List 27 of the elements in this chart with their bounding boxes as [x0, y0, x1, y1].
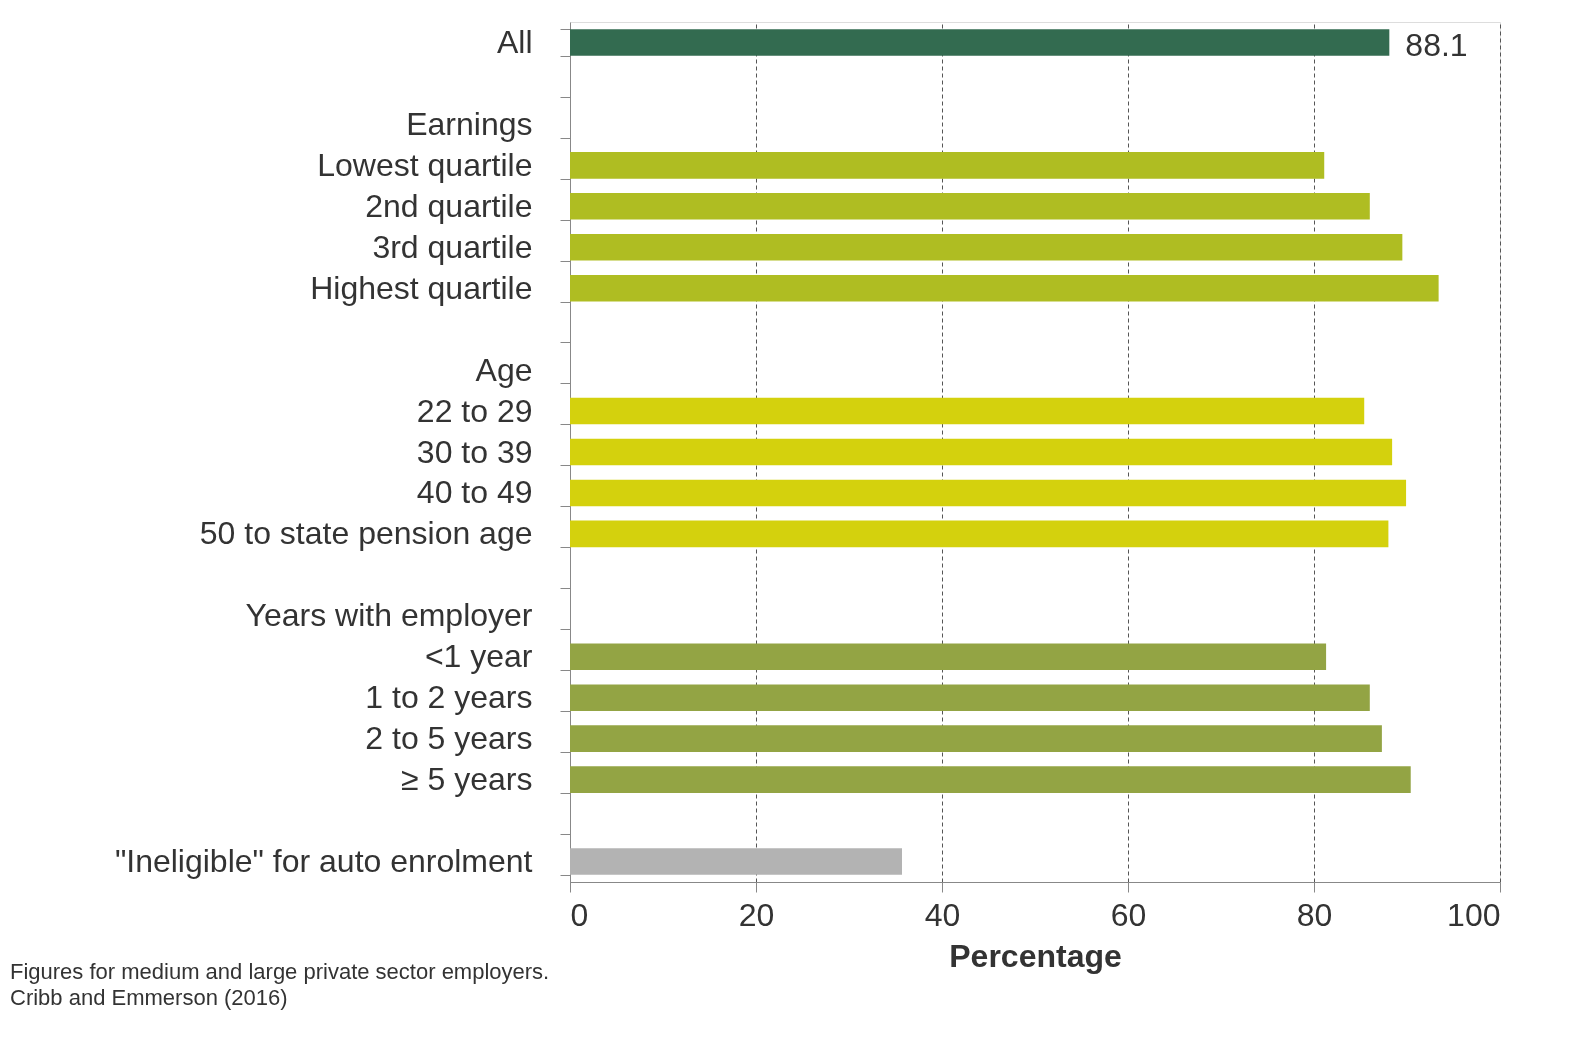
- y-tick-label: Earnings: [406, 105, 533, 142]
- text: Figures for medium and large private sector employers.: [10, 959, 550, 984]
- y-tick-label: 3rd quartile: [372, 228, 533, 265]
- x-tick-label: 20: [738, 896, 775, 933]
- x-tick-label: 0: [570, 896, 589, 933]
- y-tick-label: 50 to state pension age: [199, 515, 533, 552]
- y-tick-label: 22 to 29: [416, 392, 533, 429]
- y-tick-label: <1 year: [424, 638, 533, 675]
- y-tick-label: Lowest quartile: [317, 146, 533, 183]
- y-tick-label: Age: [475, 351, 533, 388]
- y-tick-label: 30 to 39: [416, 433, 533, 470]
- text: Cribb and Emmerson (2016): [10, 985, 288, 1010]
- x-tick-label: 40: [924, 896, 961, 933]
- x-tick-label: 60: [1110, 896, 1147, 933]
- x-tick-label: 100: [1447, 896, 1501, 933]
- x-axis-title: Percentage: [949, 937, 1122, 974]
- y-tick-label: Years with employer: [245, 597, 533, 634]
- y-tick-label: ≥ 5 years: [401, 761, 533, 798]
- y-tick-label: "Ineligible" for auto enrolment: [114, 843, 533, 880]
- y-tick-label: 1 to 2 years: [365, 679, 533, 716]
- y-tick-label: 2 to 5 years: [365, 720, 533, 757]
- y-tick-label: 2nd quartile: [365, 187, 533, 224]
- x-tick-label: 80: [1296, 896, 1333, 933]
- y-tick-label: Highest quartile: [310, 269, 533, 306]
- data-label: 88.1: [1405, 27, 1468, 64]
- y-tick-label: 40 to 49: [416, 474, 533, 511]
- y-tick-label: All: [496, 23, 533, 60]
